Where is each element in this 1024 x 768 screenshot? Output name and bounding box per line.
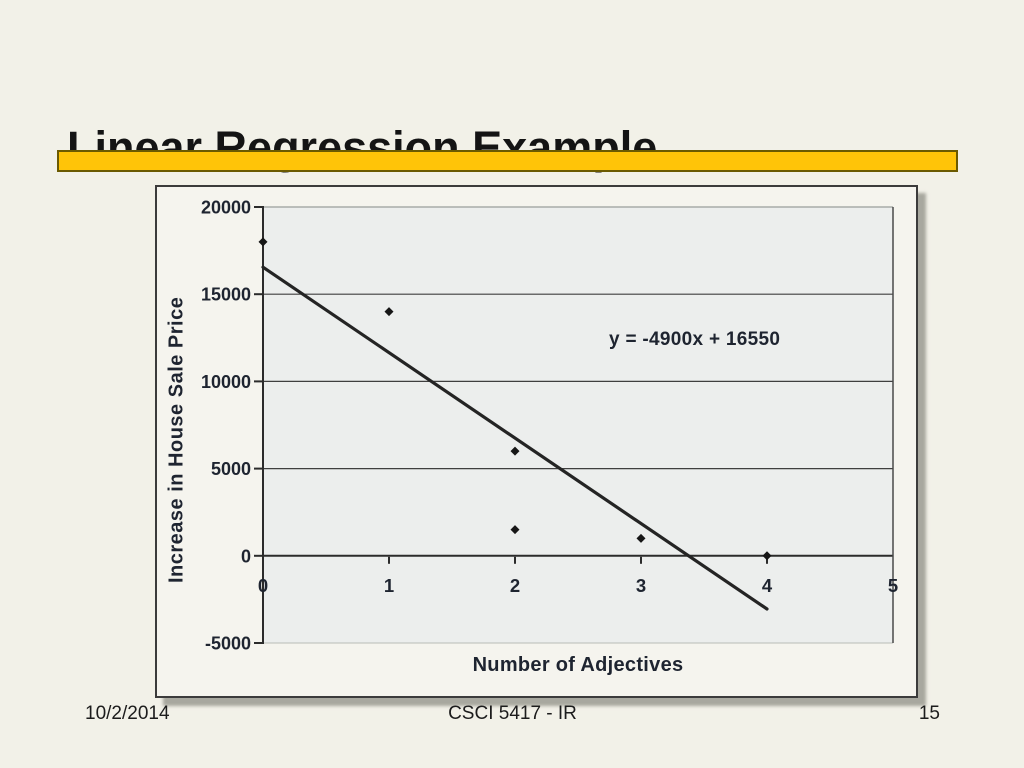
y-tick-label: 0 — [241, 546, 251, 566]
y-tick-label: 5000 — [211, 459, 251, 479]
y-axis-title: Increase in House Sale Price — [165, 296, 188, 584]
trendline — [261, 265, 769, 611]
trendline-equation: y = -4900x + 16550 — [609, 329, 781, 350]
x-tick-label: 3 — [636, 575, 646, 596]
x-tick-label: 0 — [258, 575, 268, 596]
chart-area: 20000 15000 10000 5000 0 -5000 0 1 2 3 4 5 Increase… — [157, 187, 916, 696]
slide-footer: 10/2/2014 CSCI 5417 - IR 15 — [0, 703, 1024, 725]
y-tick-label: -5000 — [205, 634, 251, 654]
chart-panel: 20000 15000 10000 5000 0 -5000 0 1 2 3 4 5 Increase… — [155, 185, 918, 698]
scatter-plot: 20000 15000 10000 5000 0 -5000 0 1 2 3 4 5 — [201, 198, 898, 654]
data-point — [762, 551, 772, 561]
x-tick-label: 2 — [510, 575, 520, 596]
y-tick-label: 10000 — [201, 372, 251, 392]
plot-background — [263, 207, 893, 643]
footer-course: CSCI 5417 - IR — [448, 703, 577, 724]
y-tick-label: 15000 — [201, 285, 251, 305]
x-axis-title: Number of Adjectives — [472, 654, 684, 676]
data-point — [510, 525, 520, 535]
footer-page-number: 15 — [918, 703, 940, 724]
data-point — [636, 533, 646, 543]
footer-date: 10/2/2014 — [85, 703, 170, 724]
data-point — [258, 237, 268, 247]
title-accent-bar — [57, 150, 958, 172]
x-tick-label: 1 — [384, 575, 394, 596]
y-tick-label: 20000 — [201, 198, 251, 218]
data-point — [510, 446, 520, 456]
x-tick-label: 4 — [762, 575, 773, 596]
x-tick-label: 5 — [888, 575, 898, 596]
data-point — [384, 307, 394, 317]
